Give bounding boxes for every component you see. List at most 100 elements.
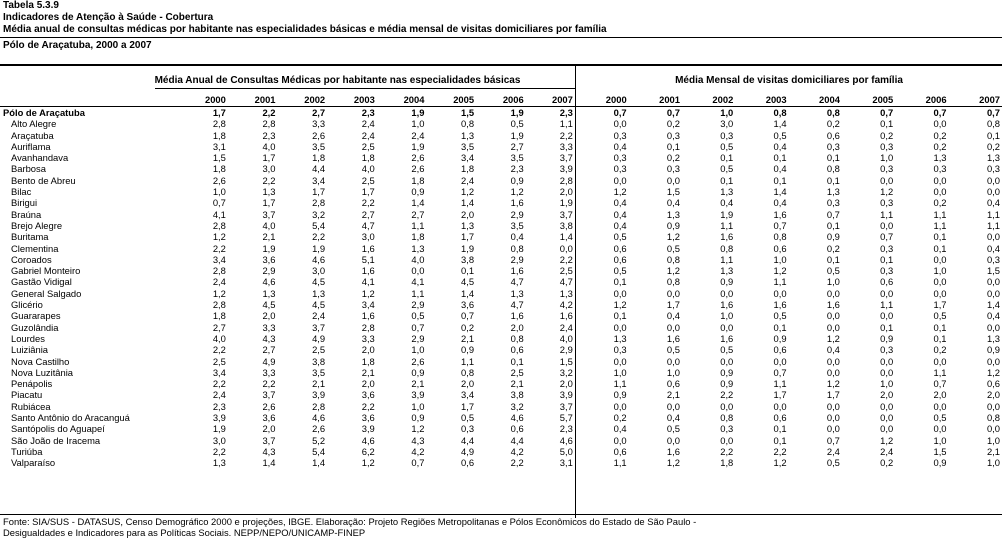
visitas-value-2005: 0,3	[880, 197, 894, 209]
consultas-value-2007: 2,8	[559, 174, 573, 186]
visitas-value-2001: 0,7	[666, 107, 680, 118]
year-header-visitas-2002: 2002	[681, 94, 736, 107]
consultas-value-2005: 1,4	[461, 287, 475, 299]
consultas-value-2001: 1,3	[262, 287, 276, 299]
consultas-value-2003: 2,3	[361, 107, 375, 118]
visitas-value-2004: 0,0	[826, 287, 840, 299]
consultas-value-2004: 0,5	[411, 310, 425, 322]
visitas-value-2001: 1,7	[666, 299, 680, 311]
consultas-value-2004: 1,8	[411, 174, 425, 186]
visitas-value-2000: 0,4	[574, 197, 629, 209]
visitas-value-2006: 0,9	[933, 457, 947, 469]
visitas-value-2003: 0,4	[773, 140, 787, 152]
consultas-value-2007: 1,5	[559, 355, 573, 367]
visitas-value-2002: 1,3	[720, 265, 734, 277]
consultas-value-2000: 1,2	[212, 231, 226, 243]
municipality-name: Buritama	[11, 231, 49, 243]
consultas-value-2003: 3,6	[361, 389, 375, 401]
visitas-value-2001: 1,3	[666, 208, 680, 220]
visitas-value-2006: 1,1	[933, 219, 947, 231]
consultas-value-2002: 2,6	[312, 423, 326, 435]
consultas-value-2004: 2,9	[411, 299, 425, 311]
consultas-value-2002: 3,7	[312, 321, 326, 333]
consultas-value-2002: 4,9	[312, 332, 326, 344]
visitas-value-2001: 1,6	[666, 332, 680, 344]
table-row: Clementina 2,2 1,9 1,9 1,6 1,3 1,9 0,8 0,0 0,6 0,5…	[0, 242, 1002, 254]
visitas-value-2006: 2,0	[933, 389, 947, 401]
visitas-value-2003: 1,2	[773, 265, 787, 277]
municipality-name: Birigui	[11, 197, 38, 209]
consultas-value-2003: 1,6	[361, 265, 375, 277]
visitas-value-2006: 0,0	[933, 186, 947, 198]
consultas-value-2005: 1,7	[461, 400, 475, 412]
consultas-value-2005: 4,4	[461, 434, 475, 446]
consultas-value-2006: 2,0	[510, 321, 524, 333]
consultas-value-2003: 1,2	[361, 287, 375, 299]
consultas-value-2000: 2,2	[212, 378, 226, 390]
visitas-value-2004: 0,0	[826, 400, 840, 412]
visitas-value-2004: 0,0	[826, 310, 840, 322]
consultas-value-2000: 1,9	[212, 423, 226, 435]
consultas-value-2003: 5,1	[361, 253, 375, 265]
consultas-value-2006: 1,6	[510, 197, 524, 209]
visitas-value-2007: 0,9	[986, 344, 1000, 356]
year-header-visitas-2007: 2007	[948, 94, 1002, 107]
visitas-value-2004: 1,0	[826, 276, 840, 288]
visitas-value-2002: 0,0	[720, 321, 734, 333]
consultas-value-2003: 2,4	[361, 118, 375, 130]
consultas-value-2006: 2,3	[510, 163, 524, 175]
visitas-value-2000: 0,6	[574, 445, 629, 458]
year-header-consultas-2005: 2005	[426, 94, 477, 107]
consultas-value-2007: 1,4	[559, 231, 573, 243]
visitas-value-2000: 0,3	[574, 344, 629, 356]
visitas-value-2007: 0,4	[986, 242, 1000, 254]
visitas-value-2000: 1,3	[574, 332, 629, 345]
visitas-value-2004: 0,3	[826, 197, 840, 209]
visitas-value-2004: 0,4	[826, 344, 840, 356]
consultas-value-2001: 4,0	[262, 219, 276, 231]
visitas-value-2005: 1,0	[880, 378, 894, 390]
visitas-value-2001: 1,5	[666, 186, 680, 198]
year-header-visitas-2004: 2004	[788, 94, 842, 107]
visitas-value-2002: 0,0	[720, 400, 734, 412]
consultas-value-2004: 2,6	[411, 355, 425, 367]
consultas-value-2004: 1,0	[411, 400, 425, 412]
visitas-value-2005: 0,2	[880, 129, 894, 141]
consultas-value-2002: 1,9	[312, 242, 326, 254]
table-row: Buritama 1,2 2,1 2,2 3,0 1,8 1,7 0,4 1,4 0,5 1,2 1,…	[0, 231, 1002, 243]
consultas-value-2006: 2,1	[510, 378, 524, 390]
visitas-value-2004: 0,1	[826, 174, 840, 186]
table-row: Rubiácea 2,3 2,6 2,8 2,2 1,0 1,7 3,2 3,7 0,0 0,0 0,…	[0, 400, 1002, 413]
visitas-value-2006: 0,1	[933, 332, 947, 344]
consultas-value-2003: 2,2	[361, 197, 375, 209]
consultas-value-2000: 3,4	[212, 253, 226, 265]
visitas-value-2007: 1,4	[986, 299, 1000, 311]
consultas-value-2002: 4,4	[312, 163, 326, 175]
consultas-value-2006: 4,2	[510, 445, 524, 457]
consultas-value-2005: 3,5	[461, 140, 475, 152]
visitas-value-2003: 0,8	[773, 107, 787, 118]
consultas-value-2003: 1,6	[361, 242, 375, 254]
visitas-value-2004: 0,5	[826, 265, 840, 277]
visitas-value-2007: 1,3	[986, 152, 1000, 164]
visitas-value-2002: 2,2	[720, 445, 734, 457]
visitas-value-2000: 0,0	[574, 321, 629, 333]
consultas-value-2006: 0,8	[510, 332, 524, 344]
visitas-value-2003: 0,8	[773, 231, 787, 243]
visitas-value-2003: 1,4	[773, 118, 787, 130]
visitas-value-2005: 0,7	[880, 231, 894, 243]
visitas-value-2006: 0,2	[933, 344, 947, 356]
consultas-value-2003: 2,1	[361, 366, 375, 378]
visitas-value-2006: 1,7	[933, 299, 947, 311]
visitas-value-2001: 0,2	[666, 152, 680, 164]
visitas-value-2001: 0,8	[666, 276, 680, 288]
municipality-name: Santo Antônio do Aracanguá	[11, 412, 130, 424]
municipality-name: Araçatuba	[11, 129, 54, 141]
consultas-value-2006: 1,9	[510, 107, 524, 118]
consultas-value-2003: 2,0	[361, 344, 375, 356]
visitas-value-2005: 0,7	[880, 107, 894, 118]
consultas-value-2004: 2,6	[411, 163, 425, 175]
visitas-value-2004: 0,1	[826, 219, 840, 231]
consultas-value-2000: 2,4	[212, 276, 226, 288]
visitas-value-2001: 1,6	[666, 445, 680, 457]
